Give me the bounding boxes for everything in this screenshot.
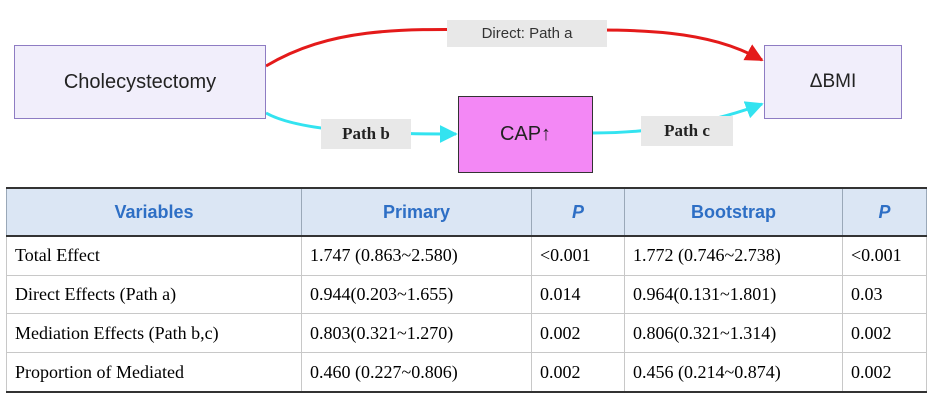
header-variables: Variables — [6, 187, 302, 237]
cell-bootstrap: 0.964(0.131~1.801) — [624, 274, 843, 315]
cell-bootstrap: 0.456 (0.214~0.874) — [624, 352, 843, 394]
mediation-diagram: Cholecystectomy ΔBMI CAP↑ Direct: Path a… — [0, 0, 935, 180]
cell-p-primary: 0.014 — [531, 274, 625, 315]
path-c-label: Path c — [641, 116, 733, 146]
cell-primary: 1.747 (0.863~2.580) — [301, 235, 532, 276]
table-row: Proportion of Mediated 0.460 (0.227~0.80… — [6, 352, 927, 394]
cell-p-primary: 0.002 — [531, 313, 625, 354]
cell-primary: 0.460 (0.227~0.806) — [301, 352, 532, 394]
cell-p-bootstrap: 0.002 — [842, 352, 927, 394]
cell-bootstrap: 1.772 (0.746~2.738) — [624, 235, 843, 276]
cell-bootstrap: 0.806(0.321~1.314) — [624, 313, 843, 354]
table-header-row: Variables Primary P Bootstrap P — [6, 187, 927, 237]
delta-bmi-node: ΔBMI — [764, 45, 902, 119]
cell-variable: Proportion of Mediated — [6, 352, 302, 394]
direct-path-label: Direct: Path a — [447, 20, 607, 47]
cell-p-primary: 0.002 — [531, 352, 625, 394]
cell-p-primary: <0.001 — [531, 235, 625, 276]
header-primary: Primary — [301, 187, 532, 237]
cell-p-bootstrap: 0.03 — [842, 274, 927, 315]
header-p-primary: P — [531, 187, 625, 237]
header-p-bootstrap: P — [842, 187, 927, 237]
cholecystectomy-node: Cholecystectomy — [14, 45, 266, 119]
table-row: Direct Effects (Path a) 0.944(0.203~1.65… — [6, 274, 927, 315]
table-row: Total Effect 1.747 (0.863~2.580) <0.001 … — [6, 235, 927, 276]
cell-primary: 0.803(0.321~1.270) — [301, 313, 532, 354]
cell-variable: Direct Effects (Path a) — [6, 274, 302, 315]
header-bootstrap: Bootstrap — [624, 187, 843, 237]
cell-variable: Total Effect — [6, 235, 302, 276]
cell-p-bootstrap: 0.002 — [842, 313, 927, 354]
path-b-label: Path b — [321, 119, 411, 149]
table-row: Mediation Effects (Path b,c) 0.803(0.321… — [6, 313, 927, 354]
cap-node: CAP↑ — [458, 96, 593, 173]
results-table: Variables Primary P Bootstrap P Total Ef… — [6, 187, 927, 394]
cell-primary: 0.944(0.203~1.655) — [301, 274, 532, 315]
cell-p-bootstrap: <0.001 — [842, 235, 927, 276]
cell-variable: Mediation Effects (Path b,c) — [6, 313, 302, 354]
